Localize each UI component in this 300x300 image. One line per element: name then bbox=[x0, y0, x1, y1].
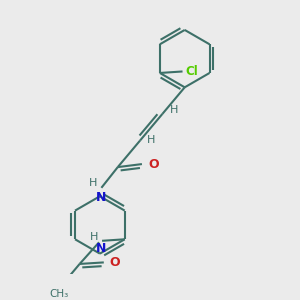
Text: H: H bbox=[90, 232, 98, 242]
Text: H: H bbox=[170, 105, 178, 115]
Text: O: O bbox=[110, 256, 121, 269]
Text: N: N bbox=[96, 242, 107, 255]
Text: H: H bbox=[147, 135, 156, 145]
Text: N: N bbox=[96, 191, 106, 204]
Text: H: H bbox=[88, 178, 97, 188]
Text: O: O bbox=[148, 158, 159, 171]
Text: CH₃: CH₃ bbox=[49, 290, 68, 299]
Text: Cl: Cl bbox=[185, 65, 198, 78]
